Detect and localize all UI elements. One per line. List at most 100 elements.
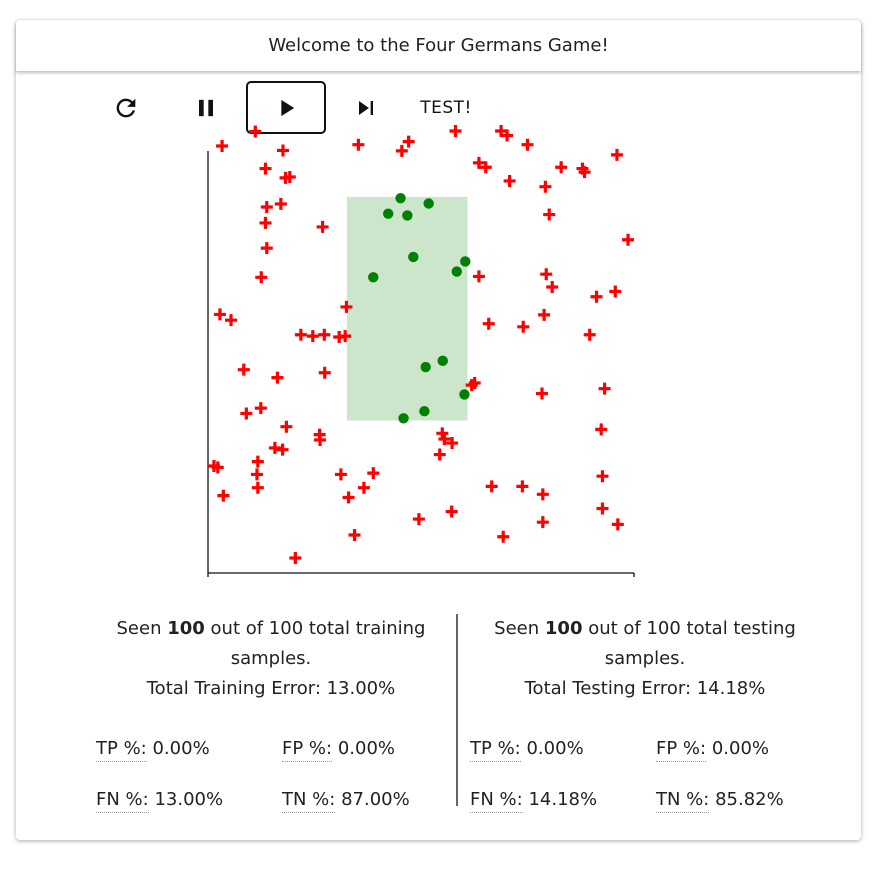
negative-point — [268, 441, 281, 454]
negative-point — [468, 376, 481, 389]
positive-point — [395, 192, 406, 204]
negative-point — [289, 551, 302, 564]
negative-point — [316, 220, 329, 233]
negative-point — [276, 144, 289, 157]
negative-point — [497, 530, 510, 543]
negative-point — [318, 328, 331, 341]
negative-point — [583, 328, 596, 341]
negative-point — [446, 437, 459, 450]
test-button[interactable]: TEST! — [410, 86, 482, 130]
positive-point — [420, 361, 431, 373]
negative-point — [255, 271, 268, 284]
negative-point — [517, 320, 530, 333]
negative-point — [339, 330, 352, 343]
step-button[interactable] — [344, 86, 388, 130]
negative-point — [259, 162, 272, 175]
negative-point — [342, 491, 355, 504]
negative-point — [314, 433, 327, 446]
scatter-plot[interactable] — [0, 0, 880, 600]
negative-point — [546, 281, 559, 294]
training-tn-label: TN %: — [282, 789, 336, 813]
positive-point — [402, 210, 413, 221]
negative-point — [340, 300, 353, 313]
negative-point — [249, 125, 262, 138]
negative-point — [540, 268, 553, 281]
negative-point — [449, 125, 462, 137]
training-tn: TN %: 87.00% — [282, 789, 410, 813]
page-title-text: Welcome to the Four Germans Game! — [268, 35, 609, 56]
negative-point — [357, 481, 370, 494]
negative-point — [472, 270, 485, 283]
training-seen-suffix: out of 100 total training samples. — [204, 618, 426, 669]
negative-point — [306, 330, 319, 343]
negative-point — [590, 290, 603, 303]
training-seen-count: 100 — [167, 618, 205, 639]
testing-summary: Seen 100 out of 100 total testing sample… — [470, 614, 820, 704]
negative-point — [260, 242, 273, 255]
negative-point — [438, 433, 451, 446]
negative-point — [260, 201, 273, 214]
page-title: Welcome to the Four Germans Game! — [16, 20, 861, 71]
training-fn-label: FN %: — [96, 789, 149, 813]
negative-point — [538, 308, 551, 321]
testing-tp: TP %: 0.00% — [470, 738, 584, 762]
stats-divider — [456, 614, 458, 806]
training-fp: FP %: 0.00% — [282, 738, 396, 762]
hypothesis-rectangle — [346, 196, 468, 421]
testing-fn-label: FN %: — [470, 789, 523, 813]
positive-point — [460, 256, 471, 267]
positive-point — [382, 208, 394, 219]
play-button[interactable] — [246, 81, 326, 134]
training-fp-value: 0.00% — [337, 738, 396, 759]
negative-point — [555, 161, 568, 174]
testing-tn-value: 85.82% — [715, 789, 784, 810]
negative-point — [485, 480, 498, 493]
negative-point — [211, 461, 224, 474]
negative-point — [294, 328, 307, 341]
negative-point — [611, 518, 624, 531]
play-icon — [281, 99, 295, 116]
testing-seen-count: 100 — [544, 618, 583, 639]
negative-point — [595, 423, 608, 436]
training-fn-value: 13.00% — [154, 789, 224, 810]
negative-point — [536, 516, 549, 529]
training-seen-prefix: Seen — [116, 618, 168, 639]
testing-tp-value: 0.00% — [526, 738, 584, 759]
test-button-label: TEST! — [420, 98, 472, 118]
negative-point — [283, 170, 296, 183]
negative-point — [334, 468, 347, 481]
negative-point — [237, 363, 250, 376]
pause-button[interactable] — [184, 86, 228, 130]
testing-fp-value: 0.00% — [711, 738, 770, 759]
testing-tn: TN %: 85.82% — [656, 789, 784, 813]
positive-point — [423, 198, 434, 209]
positive-point — [408, 251, 419, 263]
negative-point — [578, 166, 591, 179]
training-tp-label: TP %: — [96, 738, 147, 762]
negative-point — [318, 366, 331, 379]
negative-point — [501, 129, 514, 142]
negative-point — [596, 502, 609, 515]
testing-fp-label: FP %: — [656, 738, 707, 762]
negative-point — [445, 505, 458, 518]
training-fp-label: FP %: — [282, 738, 333, 762]
negative-point — [543, 208, 556, 221]
negative-point — [622, 233, 635, 246]
negative-point — [536, 488, 549, 501]
testing-fn: FN %: 14.18% — [470, 789, 597, 813]
negative-point — [240, 407, 253, 420]
testing-seen-suffix: out of 100 total testing samples. — [582, 618, 796, 669]
negative-point — [479, 161, 492, 174]
testing-tp-label: TP %: — [470, 738, 521, 762]
negative-point — [535, 387, 548, 400]
positive-point — [459, 389, 470, 400]
negative-point — [503, 174, 516, 187]
testing-seen-prefix: Seen — [494, 618, 545, 639]
negative-point — [259, 216, 272, 229]
negative-point — [402, 135, 415, 148]
negative-point — [610, 148, 623, 161]
negative-point — [280, 420, 293, 433]
training-tp: TP %: 0.00% — [96, 738, 210, 762]
testing-error: Total Testing Error: 14.18% — [524, 678, 766, 699]
negative-point — [609, 285, 622, 298]
